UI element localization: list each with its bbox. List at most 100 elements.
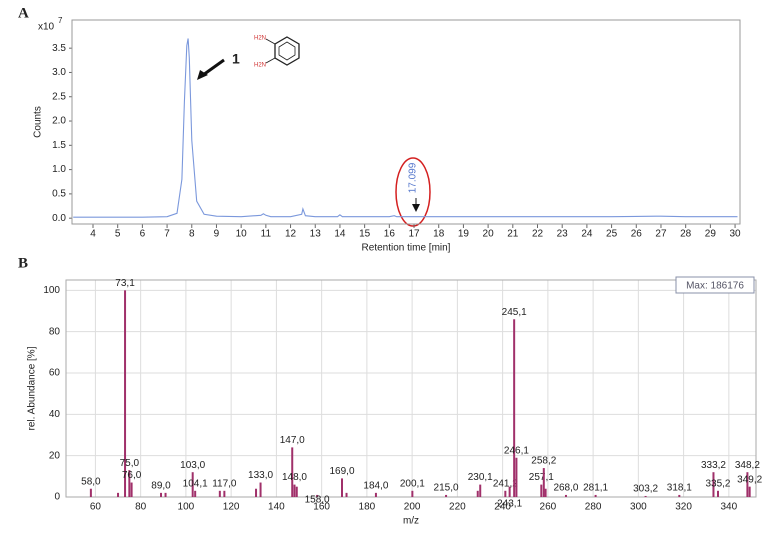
spectrum-bar (678, 494, 681, 497)
peak-label: 335,2 (705, 478, 730, 489)
spectrum-bar (291, 447, 294, 497)
x-tick-label: 100 (178, 502, 195, 513)
peak-label: 243,1 (497, 498, 522, 509)
x-tick-label: 23 (557, 229, 569, 240)
y-tick-label: 100 (43, 285, 60, 296)
y-axis-label: rel. Abundance [%] (27, 346, 38, 430)
x-tick-label: 260 (540, 502, 557, 513)
x-tick-label: 24 (581, 229, 593, 240)
x-tick-label: 21 (507, 229, 519, 240)
y-tick-label: 0 (54, 492, 60, 503)
spectrum-bar (130, 482, 133, 497)
structure-label: H2N (254, 63, 266, 69)
spectrum-bar (124, 290, 127, 497)
x-tick-label: 16 (384, 229, 396, 240)
chromatogram-line (73, 38, 738, 218)
peak-label: 333,2 (701, 460, 726, 471)
peak-label: 117,0 (212, 478, 237, 489)
y-tick-label: 1.5 (52, 140, 66, 151)
peak-label: 133,0 (248, 470, 273, 481)
bond (265, 57, 276, 64)
y-tick-label: 0.0 (52, 213, 66, 224)
spectrum-bar (594, 494, 597, 497)
spectrum-bar (644, 495, 647, 497)
peak-arrow-head (197, 70, 208, 80)
x-tick-label: 11 (261, 229, 272, 240)
x-tick-label: 340 (721, 502, 738, 513)
y-tick-label: 40 (49, 409, 61, 420)
spectrum-bar (564, 494, 567, 497)
peak-arrow (202, 58, 225, 77)
peak-label: 349,2 (737, 474, 762, 485)
spectrum-bar (508, 486, 511, 497)
x-tick-label: 60 (90, 502, 102, 513)
peak-label: 281,1 (583, 483, 608, 494)
marker-arrow (412, 204, 420, 212)
peak-label: 104,1 (183, 478, 208, 489)
x-tick-label: 10 (236, 229, 248, 240)
peak-label: 169,0 (329, 466, 354, 477)
spectrum-bar (513, 319, 516, 497)
y-axis-label: Counts (33, 106, 44, 138)
peak-label: 230,1 (468, 472, 493, 483)
peak-label: 215,0 (434, 483, 459, 494)
peak-label: 258,2 (531, 456, 556, 467)
peak-label: 245,1 (502, 307, 527, 318)
peak-label: 103,0 (180, 460, 205, 471)
x-tick-label: 9 (214, 229, 220, 240)
max-box (675, 276, 755, 294)
x-tick-label: 180 (359, 502, 376, 513)
x-tick-label: 280 (585, 502, 602, 513)
molecule-ring-inner (278, 41, 296, 61)
y-tick-label: 3.0 (52, 67, 66, 78)
x-tick-label: 80 (135, 502, 147, 513)
x-tick-label: 20 (483, 229, 495, 240)
peak-label: 76,0 (122, 470, 142, 481)
spectrum-bar (479, 484, 482, 497)
spectrum-bar (504, 490, 507, 497)
panel-label: B (18, 255, 28, 271)
x-tick-label: 220 (449, 502, 466, 513)
spectrum-bar (716, 490, 719, 497)
x-tick-label: 300 (630, 502, 647, 513)
x-tick-label: 26 (631, 229, 643, 240)
spectrum-bar (255, 488, 258, 497)
spectrum-bar (89, 488, 92, 497)
highlight-ellipse (395, 157, 431, 227)
peak-label: 184,0 (363, 481, 388, 492)
spectrum-bar (515, 457, 518, 497)
x-tick-label: 120 (223, 502, 240, 513)
spectrum-bar (164, 492, 167, 497)
x-axis-label: Retention time [min] (362, 243, 451, 254)
spectrum-bar (191, 472, 194, 497)
peak-label: 246,1 (504, 445, 529, 456)
x-tick-label: 14 (334, 229, 346, 240)
y-tick-label: 2.0 (52, 116, 66, 127)
x-tick-label: 25 (606, 229, 618, 240)
retention-annotation: 17.099 (408, 162, 419, 193)
structure-label: H2N (254, 36, 266, 42)
peak-label: 147,0 (280, 435, 305, 446)
spectrum-bar (476, 490, 479, 497)
spectrum-bar (160, 492, 163, 497)
peak-label: 89,0 (151, 481, 171, 492)
x-tick-label: 4 (90, 229, 96, 240)
x-tick-label: 22 (532, 229, 544, 240)
x-tick-label: 30 (729, 229, 741, 240)
spectrum-bar (293, 484, 296, 497)
y-tick-label: 20 (49, 450, 61, 461)
peak-label: 73,1 (115, 278, 135, 289)
plot-frame (65, 279, 757, 498)
spectrum-bar (411, 490, 414, 497)
spectrum-bar (316, 494, 319, 497)
x-tick-label: 8 (189, 229, 195, 240)
x-tick-label: 160 (313, 502, 330, 513)
x-tick-label: 240 (494, 502, 511, 513)
spectrum-bar (194, 490, 197, 497)
x-tick-label: 19 (458, 229, 470, 240)
x-tick-label: 28 (680, 229, 692, 240)
x-tick-label: 320 (675, 502, 692, 513)
spectrum-bar (445, 494, 448, 497)
y-tick-label: 60 (49, 368, 61, 379)
